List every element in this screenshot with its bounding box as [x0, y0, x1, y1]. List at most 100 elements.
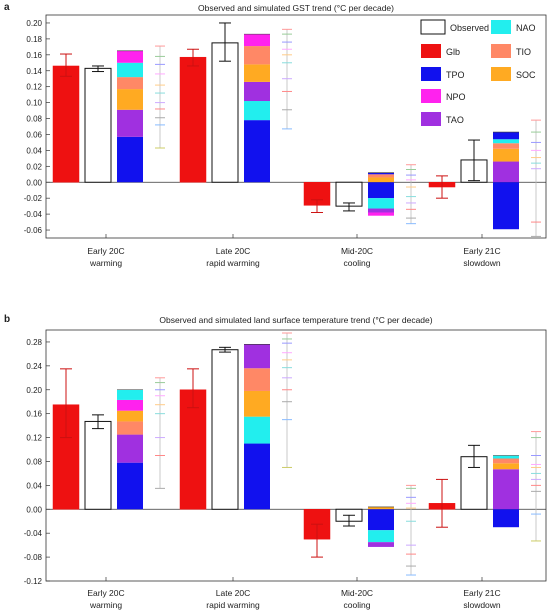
category-label: Mid-20C — [341, 246, 373, 256]
category-label: rapid warming — [206, 600, 260, 610]
y-tick-label: 0.06 — [26, 130, 42, 139]
y-tick-label: 0.02 — [26, 162, 42, 171]
y-tick-label: 0.14 — [26, 67, 42, 76]
y-tick-label: 0.04 — [26, 146, 42, 155]
y-tick-label: 0.08 — [26, 115, 42, 124]
legend-swatch-glb — [421, 44, 441, 58]
category-label: cooling — [344, 600, 371, 610]
y-tick-label: 0.10 — [26, 99, 42, 108]
stack-segment-tpo — [368, 182, 394, 199]
legend-label-glb: Glb — [446, 47, 460, 57]
stack-segment-tao — [493, 469, 519, 510]
category-label: Late 20C — [216, 246, 251, 256]
y-tick-label: 0.12 — [26, 434, 42, 443]
legend-swatch-tao — [421, 112, 441, 126]
observed-bar — [84, 420, 112, 510]
stack-segment-tao — [493, 161, 519, 183]
category-label: Mid-20C — [341, 588, 373, 598]
panel-label: b — [4, 314, 10, 325]
legend-label-tao: TAO — [446, 115, 464, 125]
y-tick-label: 0.00 — [26, 178, 42, 187]
stack-segment-soc — [117, 410, 143, 422]
legend-swatch-nao — [491, 20, 511, 34]
stack-segment-tao — [117, 109, 143, 137]
panel-label: a — [4, 2, 10, 13]
stack-segment-soc — [493, 463, 519, 470]
y-tick-label: -0.04 — [24, 210, 43, 219]
glb-bar — [179, 56, 207, 183]
stack-segment-nao — [493, 455, 519, 459]
y-tick-label: -0.06 — [24, 226, 43, 235]
stack-segment-soc — [493, 148, 519, 162]
glb-bar — [179, 389, 207, 510]
legend-label-nao: NAO — [516, 23, 536, 33]
y-tick-label: -0.12 — [24, 577, 43, 586]
stack-segment-nao — [244, 416, 270, 444]
legend-label-tpo: TPO — [446, 70, 465, 80]
legend-swatch-tpo — [421, 67, 441, 81]
category-label: warming — [89, 258, 122, 268]
panel-a: a Observed and simulated GST trend (°C pe… — [4, 2, 547, 268]
stack-segment-tio — [368, 174, 394, 178]
plot-frame — [45, 14, 547, 239]
y-tick-label: 0.20 — [26, 386, 42, 395]
stack-segment-tpo — [117, 462, 143, 510]
y-tick-label: 0.00 — [26, 505, 42, 514]
stack-segment-tio — [244, 368, 270, 391]
stack-segment-soc — [117, 89, 143, 110]
category-label: Early 20C — [87, 246, 124, 256]
y-tick-label: 0.16 — [26, 410, 42, 419]
panel-title: Observed and simulated land surface temp… — [159, 315, 432, 325]
y-tick-label: -0.02 — [24, 194, 43, 203]
y-tick-label: 0.28 — [26, 338, 42, 347]
stack-segment-npo — [117, 50, 143, 63]
stack-segment-tpo — [244, 443, 270, 510]
stack-segment-soc — [368, 506, 394, 510]
stack-segment-nao — [368, 530, 394, 543]
y-tick-label: 0.12 — [26, 83, 42, 92]
legend-label-tio: TIO — [516, 47, 531, 57]
stack-segment-npo — [117, 399, 143, 411]
stack-segment-tao — [368, 208, 394, 213]
category-label: cooling — [344, 258, 371, 268]
y-tick-label: 0.20 — [26, 19, 42, 28]
stack-segment-tpo — [493, 509, 519, 528]
stack-segment-tpo — [244, 120, 270, 183]
category-label: warming — [89, 600, 122, 610]
stack-segment-nao — [368, 198, 394, 209]
category-label: Early 21C — [463, 246, 500, 256]
y-tick-label: -0.08 — [24, 553, 43, 562]
y-tick-label: -0.04 — [24, 529, 43, 538]
category-label: Early 20C — [87, 588, 124, 598]
panel-b: b Observed and simulated land surface tem… — [4, 314, 547, 610]
stack-segment-tao — [244, 81, 270, 102]
stack-segment-tao — [244, 344, 270, 369]
stack-segment-tpo — [493, 132, 519, 140]
stack-segment-soc — [244, 390, 270, 417]
legend-swatch-soc — [491, 67, 511, 81]
stack-segment-tio — [493, 458, 519, 464]
stack-segment-tio — [117, 421, 143, 435]
category-label: slowdown — [463, 258, 501, 268]
category-label: slowdown — [463, 600, 501, 610]
panel-title: Observed and simulated GST trend (°C per… — [198, 3, 394, 13]
observed-bar — [211, 349, 239, 510]
stack-segment-npo — [244, 34, 270, 47]
stack-segment-tpo — [368, 509, 394, 531]
category-label: Early 21C — [463, 588, 500, 598]
y-tick-label: 0.04 — [26, 481, 42, 490]
stack-segment-tpo — [368, 172, 394, 175]
stack-segment-soc — [244, 64, 270, 82]
y-tick-label: 0.16 — [26, 51, 42, 60]
legend-swatch-npo — [421, 89, 441, 103]
observed-bar — [84, 67, 112, 183]
stack-segment-tio — [493, 143, 519, 149]
stack-segment-nao — [117, 62, 143, 78]
stack-segment-tao — [368, 542, 394, 547]
category-label: Late 20C — [216, 588, 251, 598]
category-label: rapid warming — [206, 258, 260, 268]
stack-segment-tpo — [493, 182, 519, 230]
observed-bar — [211, 42, 239, 183]
legend-label-soc: SOC — [516, 70, 536, 80]
